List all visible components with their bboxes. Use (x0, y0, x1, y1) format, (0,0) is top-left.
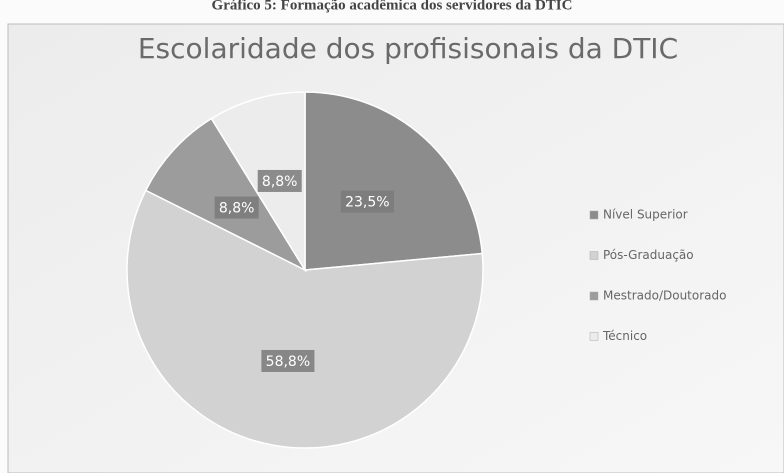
data-label: 8,8% (219, 201, 255, 217)
chart-title: Escolaridade dos profisisonais da DTIC (138, 32, 678, 65)
data-label-box (261, 349, 315, 372)
data-label: 23,5% (345, 195, 389, 211)
legend-swatch (589, 332, 599, 341)
legend-swatch (589, 291, 599, 301)
legend-label: Pós-Graduação (603, 248, 694, 262)
legend-label: Técnico (602, 329, 647, 343)
legend-label: Nível Superior (603, 208, 688, 222)
data-label: 8,8% (262, 174, 298, 190)
data-label-box (214, 196, 259, 219)
pie-slice (144, 117, 308, 272)
pie-slice (304, 91, 484, 271)
legend-swatch (589, 210, 599, 220)
data-label-box (257, 169, 302, 192)
data-label-box (340, 190, 394, 213)
data-label: 58,8% (266, 354, 310, 370)
caption: Gráfico 5: Formação acadêmica dos servid… (212, 0, 573, 13)
legend-label: Mestrado/Doutorado (603, 289, 726, 303)
pie-slice (126, 189, 484, 449)
legend-swatch (589, 251, 599, 260)
